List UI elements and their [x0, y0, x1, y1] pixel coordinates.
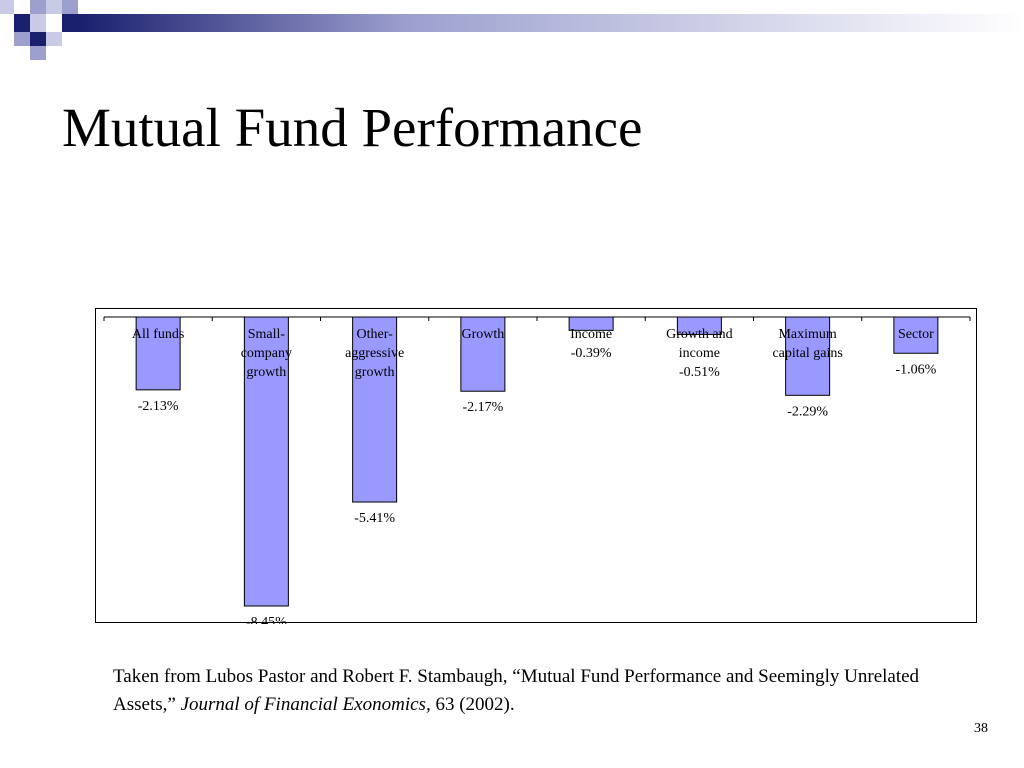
data-label: -8.45% [246, 615, 287, 624]
header-decoration [0, 0, 1024, 60]
data-label: -2.13% [138, 399, 179, 414]
chart-canvas: All funds -2.13% Small-company growth -8.45%… [103, 316, 971, 624]
bar [676, 316, 722, 335]
data-label: -2.29% [787, 404, 828, 419]
citation-journal: Journal of Financial Exonomics, [180, 694, 431, 715]
bar [460, 316, 506, 392]
page-number: 38 [974, 721, 988, 736]
bar [785, 316, 831, 396]
bar [568, 316, 614, 331]
data-label: -2.17% [462, 400, 503, 415]
data-label: -0.51% [679, 365, 720, 380]
data-label: -1.06% [895, 362, 936, 377]
category-label: Growth [461, 327, 504, 342]
category-label: Sector [898, 327, 934, 342]
page-title: Mutual Fund Performance [62, 97, 643, 158]
bar [352, 316, 398, 503]
bar [243, 316, 289, 607]
data-label: -5.41% [354, 511, 395, 526]
source-citation: Taken from Lubos Pastor and Robert F. St… [113, 663, 933, 719]
category-label: Growth and income [666, 327, 733, 361]
category-label: All funds [132, 327, 185, 342]
category-label: Income [570, 327, 612, 342]
category-label: Other-aggressive growth [345, 327, 404, 380]
bar [893, 316, 939, 354]
bar-chart: All funds -2.13% Small-company growth -8.45%… [95, 308, 977, 624]
citation-volume: 63 (2002). [430, 694, 515, 715]
category-label: Maximum capital gains [772, 327, 842, 361]
citation-text: Taken from Lubos Pastor and Robert F. St… [113, 666, 920, 715]
bar [135, 316, 181, 391]
category-label: Small-company growth [241, 327, 292, 380]
data-label: -0.39% [571, 346, 612, 361]
